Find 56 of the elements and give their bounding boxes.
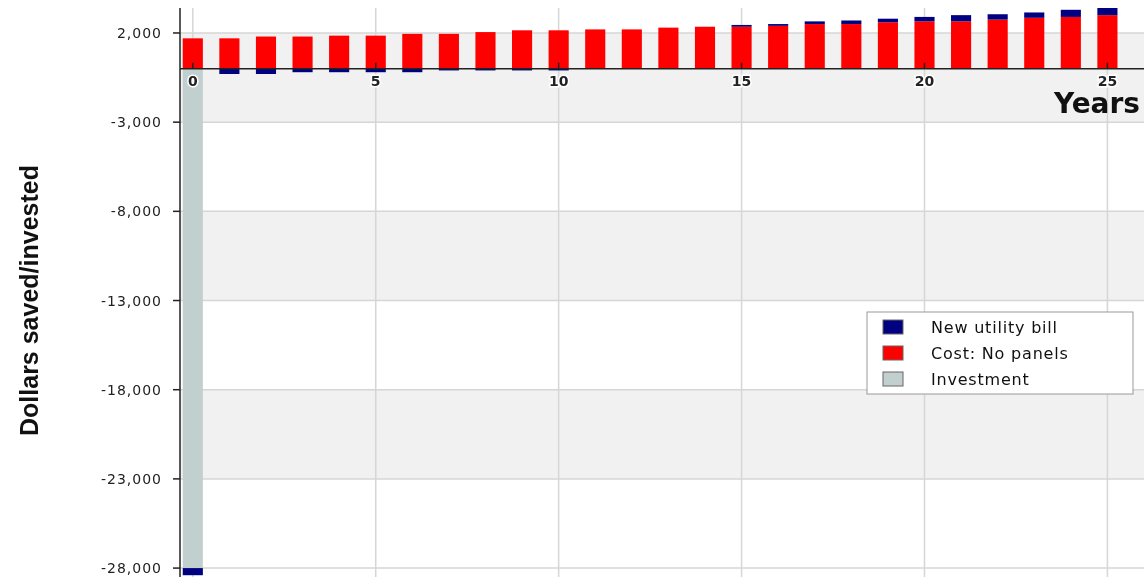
bar (804, 24, 825, 69)
bar (877, 22, 898, 69)
bar (219, 68, 240, 74)
x-tick-label: 5 (370, 72, 381, 89)
bar (365, 35, 386, 69)
bar (914, 21, 935, 69)
bar (914, 16, 935, 22)
x-axis-title: Years (1052, 86, 1140, 120)
y-tick-label: -18,000 (100, 381, 162, 398)
y-tick-label: -28,000 (100, 560, 162, 577)
bar (182, 38, 203, 69)
bar (1097, 8, 1118, 16)
x-tick-label: 15 (731, 72, 752, 89)
bar (804, 21, 825, 25)
bar (1024, 12, 1045, 18)
bar (329, 35, 350, 69)
bar (621, 29, 642, 69)
bar (768, 25, 789, 69)
bar (658, 27, 679, 69)
bar (548, 30, 569, 69)
bar (292, 36, 313, 69)
bar (987, 19, 1008, 69)
bar (512, 30, 533, 69)
bar (841, 20, 862, 25)
y-tick-label: -23,000 (100, 470, 162, 487)
x-tick-label: 20 (914, 72, 935, 89)
bar (182, 68, 203, 569)
x-tick-label: 25 (1097, 72, 1118, 89)
bar (1060, 9, 1081, 17)
bar (255, 36, 277, 69)
bar (402, 33, 423, 69)
bar (951, 15, 972, 22)
x-tick-label: 0 (187, 72, 198, 89)
y-tick-label: 2,000 (116, 24, 162, 41)
y-tick-label: -8,000 (110, 203, 162, 220)
bar (694, 26, 716, 69)
y-tick-label: -3,000 (110, 114, 162, 131)
legend-label: New utility bill (931, 318, 1058, 337)
bar (951, 21, 972, 69)
y-axis-title: Dollars saved/invested (15, 165, 43, 436)
bar (1060, 16, 1081, 69)
bar (1024, 17, 1045, 69)
bar (731, 26, 752, 69)
bar (219, 38, 240, 69)
bar (1097, 15, 1118, 69)
bar (585, 29, 606, 69)
bar (475, 32, 496, 69)
bar (182, 568, 203, 576)
bar (255, 68, 277, 74)
legend-label: Investment (931, 370, 1030, 389)
legend-label: Cost: No panels (931, 344, 1069, 363)
bar (841, 24, 862, 69)
bar (438, 33, 459, 69)
y-tick-label: -13,000 (100, 292, 162, 309)
bar (987, 14, 1008, 20)
x-tick-label: 10 (548, 72, 569, 89)
